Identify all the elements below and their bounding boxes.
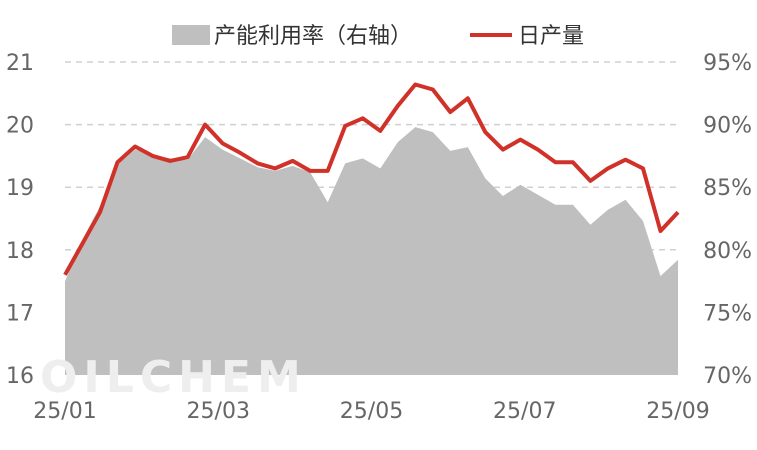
y-left-tick-label: 20: [6, 114, 34, 139]
watermark-text: OILCHEM: [40, 352, 307, 403]
y-right-tick-label: 85%: [703, 176, 752, 201]
y-left-tick-label: 18: [6, 239, 34, 264]
x-tick-label: 25/03: [187, 399, 250, 424]
series-line-daily-output: [63, 82, 680, 276]
series-area-capacity-utilization: [65, 127, 678, 375]
x-tick-label: 25/09: [646, 399, 709, 424]
y-left-tick-label: 21: [6, 51, 34, 76]
y-right-tick-label: 75%: [703, 301, 752, 326]
y-left-tick-label: 17: [6, 301, 34, 326]
x-tick-label: 25/07: [493, 399, 556, 424]
x-tick-label: 25/05: [340, 399, 403, 424]
legend-label-capacity-utilization: 产能利用率（右轴）: [214, 24, 412, 49]
x-tick-label: 25/01: [33, 399, 96, 424]
legend: 产能利用率（右轴） 日产量: [172, 24, 584, 49]
y-right-tick-label: 95%: [703, 51, 752, 76]
y-left-tick-label: 16: [6, 364, 34, 389]
axis-ticks: 16 17 18 19 20 21 70% 75% 80% 85% 90% 95% 25/01 25/03…: [6, 51, 752, 424]
y-left-tick-label: 19: [6, 176, 34, 201]
y-right-tick-label: 90%: [703, 114, 752, 139]
legend-swatch-capacity-utilization: [172, 25, 210, 45]
y-right-tick-label: 70%: [703, 364, 752, 389]
legend-label-daily-output: 日产量: [518, 24, 584, 49]
y-right-tick-label: 80%: [703, 239, 752, 264]
